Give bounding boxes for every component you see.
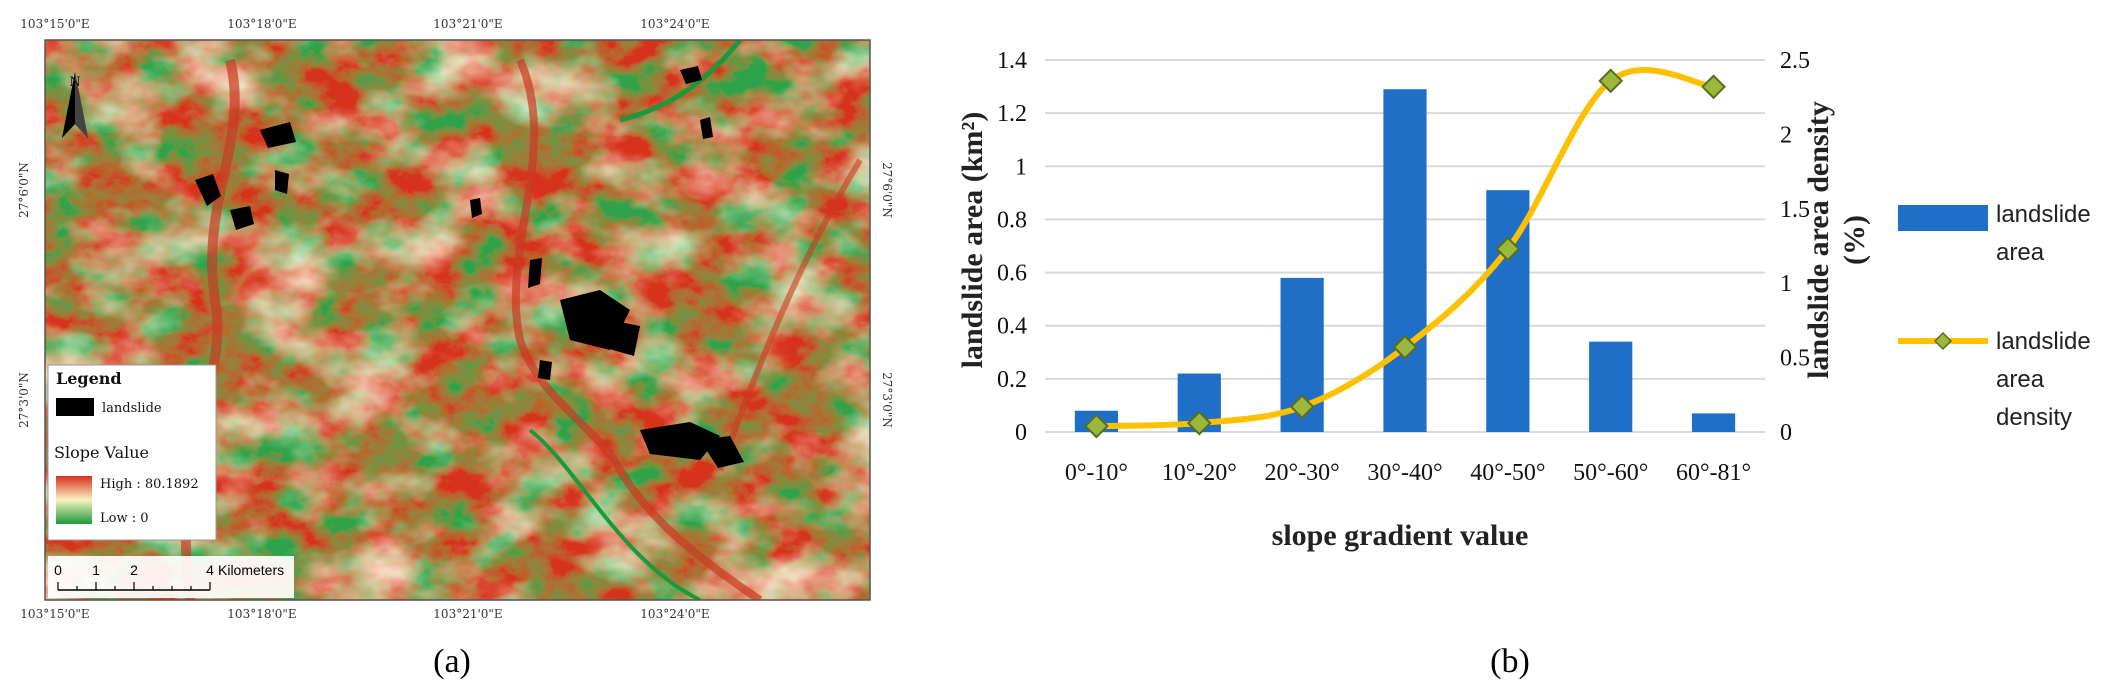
density-point: [1598, 68, 1624, 94]
top-coord-4: 103°24'0"E: [640, 17, 709, 31]
north-label: N: [69, 75, 80, 90]
legend-landslide-label: landslide: [102, 401, 162, 416]
north-arrow-icon: N: [62, 72, 88, 138]
y-tick-label: 1.4: [997, 48, 1027, 74]
x-tick-label: 60°-81°: [1676, 460, 1751, 486]
top-coord-1: 103°15'0"E: [20, 17, 89, 31]
legend-title: Legend: [56, 369, 122, 388]
panel-b-label: (b): [1490, 643, 1530, 680]
combo-chart-svg: 0 0.2 0.4 0.6 0.8 1 1.2 1.4 0 0.5 1 1.5 2 2.5 0°-10°…: [956, 48, 2091, 680]
bottom-coord-1: 103°15'0"E: [20, 607, 89, 621]
scale-tick-0: 0: [54, 562, 62, 578]
landslide-patches: [195, 66, 744, 468]
legend-line-label-3: density: [1996, 404, 2072, 431]
left-coord-2: 27°3'0"N: [17, 372, 31, 428]
slope-map-svg: 103°15'0"E 103°18'0"E 103°21'0"E 103°24'…: [17, 17, 894, 680]
top-coord-2: 103°18'0"E: [227, 17, 296, 31]
x-tick-label: 10°-20°: [1162, 460, 1237, 486]
y-axis-ticks: 0 0.2 0.4 0.6 0.8 1 1.2 1.4: [997, 48, 1027, 446]
slope-map-panel: 103°15'0"E 103°18'0"E 103°21'0"E 103°24'…: [0, 0, 900, 692]
legend-low-label: Low : 0: [100, 511, 149, 526]
y-tick-label: 1: [1015, 154, 1027, 180]
bottom-coord-3: 103°21'0"E: [433, 607, 502, 621]
y-tick-label: 1.2: [997, 101, 1027, 127]
map-legend: Legend landslide Slope Value High : 80.1…: [47, 364, 217, 541]
y2-axis-title-line1: landslide area density: [1802, 101, 1835, 379]
x-axis-title: slope gradient value: [1272, 519, 1529, 552]
density-point: [1084, 413, 1109, 439]
y2-axis-title-line2: (%): [1838, 215, 1871, 265]
legend-line-marker: [1933, 331, 1953, 351]
scale-tick-2: 2: [130, 562, 138, 578]
legend-bar-label-2: area: [1996, 239, 2045, 266]
legend-bar-swatch: [1898, 205, 1988, 231]
x-tick-label: 0°-10°: [1065, 460, 1128, 486]
y-tick-label: 0.6: [997, 261, 1027, 287]
combo-chart-panel: 0 0.2 0.4 0.6 0.8 1 1.2 1.4 0 0.5 1 1.5 2 2.5 0°-10°…: [930, 0, 2126, 692]
bottom-coord-2: 103°18'0"E: [227, 607, 296, 621]
landslide-swatch: [56, 398, 94, 416]
x-tick-label: 20°-30°: [1265, 460, 1340, 486]
y-tick-label: 0: [1015, 420, 1027, 446]
bar: [1589, 341, 1633, 432]
y2-tick-label: 0: [1780, 420, 1792, 446]
panel-a-label: (a): [433, 643, 471, 680]
legend-high-label: High : 80.1892: [100, 477, 199, 492]
y-tick-label: 0.2: [997, 367, 1027, 393]
legend-bar-label-1: landslide: [1996, 201, 2091, 228]
density-line: [1084, 67, 1726, 439]
bar: [1383, 89, 1427, 432]
y-axis-title: landslide area (km²): [956, 112, 989, 369]
left-coord-1: 27°6'0"N: [17, 162, 31, 218]
legend-slope-title: Slope Value: [54, 443, 149, 462]
bar: [1691, 413, 1736, 432]
scale-tick-4: 4: [206, 562, 214, 578]
scale-unit: Kilometers: [218, 562, 284, 578]
y2-tick-label: 2: [1780, 122, 1792, 148]
x-axis-ticks: 0°-10° 10°-20° 20°-30° 30°-40° 40°-50° 50°-60…: [1065, 460, 1751, 486]
y-tick-label: 0.4: [997, 314, 1027, 340]
x-tick-label: 50°-60°: [1573, 460, 1648, 486]
y2-tick-label: 1: [1780, 271, 1792, 297]
y2-axis-ticks: 0 0.5 1 1.5 2 2.5: [1780, 48, 1810, 446]
density-point: [1495, 236, 1521, 262]
x-tick-label: 40°-50°: [1470, 460, 1545, 486]
legend-line-label-2: area: [1996, 366, 2045, 393]
chart-legend: landslide area landslide area density: [1898, 201, 2091, 431]
density-point: [1289, 394, 1315, 420]
y2-tick-label: 0.5: [1780, 346, 1810, 372]
density-point: [1186, 410, 1212, 436]
right-coord-1: 27°6'0"N: [880, 162, 894, 218]
density-point: [1392, 334, 1418, 360]
bars: [1074, 89, 1736, 432]
right-coord-2: 27°3'0"N: [880, 372, 894, 428]
legend-line-label-1: landslide: [1996, 328, 2091, 355]
x-tick-label: 30°-40°: [1367, 460, 1442, 486]
density-point: [1701, 74, 1726, 100]
scale-tick-1: 1: [92, 562, 100, 578]
y-tick-label: 0.8: [997, 207, 1027, 233]
top-coord-3: 103°21'0"E: [433, 17, 502, 31]
y2-tick-label: 2.5: [1780, 48, 1810, 74]
y2-tick-label: 1.5: [1780, 197, 1810, 223]
slope-gradient-swatch: [56, 476, 92, 524]
bottom-coord-4: 103°24'0"E: [640, 607, 709, 621]
map-frame: [44, 39, 871, 601]
scale-bar: 0 1 2 4 Kilometers: [48, 556, 294, 598]
